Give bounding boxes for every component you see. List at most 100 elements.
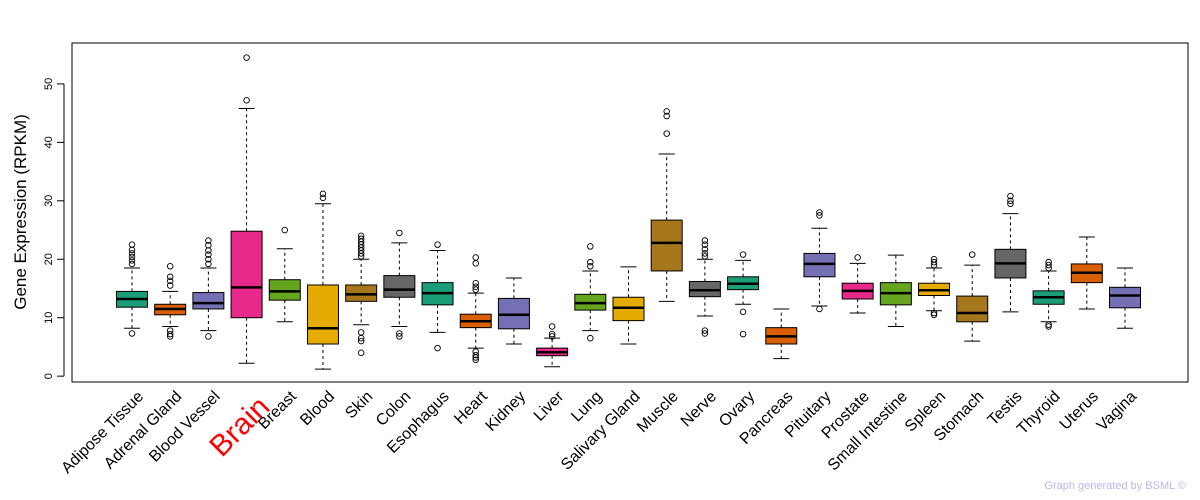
outlier-point	[205, 237, 212, 244]
box-nerve	[688, 237, 721, 337]
outlier-point	[587, 334, 594, 342]
x-tick-label-uterus: Uterus	[1057, 388, 1102, 433]
box-blood	[306, 190, 339, 370]
outlier-point	[357, 329, 365, 336]
outlier-point	[816, 209, 823, 216]
box-esophagus	[421, 241, 454, 352]
outlier-point	[281, 226, 289, 234]
outlier-point	[739, 308, 747, 316]
outlier-point	[472, 348, 479, 355]
y-axis: 0 10 20 30 40 50	[43, 78, 65, 379]
box-skin	[345, 232, 378, 357]
y-tick-label: 30	[43, 195, 55, 207]
box-pituitary	[803, 209, 836, 313]
box-lung	[574, 243, 607, 342]
box-adrenal-gland	[154, 263, 187, 340]
outlier-point	[548, 330, 556, 338]
outlier-point	[472, 351, 479, 359]
outlier-point	[739, 330, 747, 338]
outlier-point	[739, 251, 747, 258]
outlier-point	[816, 305, 823, 313]
iqr-box	[230, 230, 263, 319]
outlier-point	[166, 330, 174, 338]
outlier-point	[1045, 321, 1052, 328]
iqr-box	[306, 284, 339, 345]
outlier-point	[1045, 261, 1052, 269]
x-tick-label-blood: Blood	[297, 388, 338, 429]
outlier-point	[548, 323, 556, 330]
outlier-point	[128, 330, 136, 337]
outlier-point	[205, 251, 212, 258]
box-salivary-gland	[612, 266, 645, 345]
outlier-point	[663, 130, 670, 137]
outlier-point	[166, 327, 174, 334]
boxes-group	[116, 54, 1141, 370]
y-axis-label: Gene Expression (RPKM)	[11, 114, 30, 310]
outlier-point	[319, 190, 327, 198]
outlier-point	[243, 97, 250, 104]
outlier-point	[816, 212, 823, 219]
outlier-point	[587, 243, 594, 250]
y-tick-label: 0	[43, 373, 55, 379]
outlier-point	[205, 241, 212, 249]
outlier-point	[930, 309, 938, 317]
outlier-point	[128, 246, 136, 254]
y-tick-label: 20	[43, 253, 55, 265]
iqr-box	[956, 295, 989, 323]
outlier-point	[1045, 323, 1052, 330]
iqr-box	[383, 275, 416, 298]
outlier-point	[663, 112, 670, 120]
box-spleen	[918, 256, 951, 319]
outlier-point	[854, 254, 861, 261]
x-tick-label-vagina: Vagina	[1094, 388, 1140, 434]
outlier-point	[587, 263, 594, 270]
outlier-point	[548, 333, 556, 340]
box-blood-vessel	[192, 237, 225, 340]
iqr-box	[268, 279, 301, 301]
box-uterus	[1070, 236, 1103, 310]
outlier-point	[701, 237, 709, 244]
outlier-point	[166, 282, 174, 289]
outlier-point	[128, 250, 136, 257]
x-tick-label-muscle: Muscle	[634, 388, 682, 436]
box-adipose-tissue	[116, 241, 148, 337]
outlier-point	[701, 253, 709, 260]
outlier-point	[357, 349, 365, 357]
outlier-point	[968, 251, 976, 258]
iqr-box	[650, 219, 683, 272]
outlier-point	[205, 260, 212, 268]
plot-frame	[71, 42, 1189, 383]
box-liver	[536, 323, 569, 368]
outlier-point	[166, 263, 174, 270]
outlier-point	[396, 333, 403, 340]
outlier-point	[357, 235, 365, 243]
box-heart	[459, 254, 492, 364]
outlier-point	[587, 258, 594, 266]
outlier-point	[434, 241, 441, 248]
outlier-point	[472, 286, 479, 293]
outlier-point	[701, 330, 709, 337]
box-pancreas	[765, 308, 798, 360]
outlier-point	[319, 194, 327, 202]
outlier-point	[1007, 197, 1014, 205]
outlier-point	[357, 337, 365, 345]
outlier-point	[701, 250, 709, 257]
outlier-point	[396, 330, 403, 337]
x-tick-label-liver: Liver	[531, 388, 568, 425]
outlier-point	[1045, 258, 1052, 266]
outlier-point	[128, 260, 136, 268]
outlier-point	[205, 333, 212, 340]
outlier-point	[166, 273, 174, 281]
outlier-point	[128, 253, 136, 261]
outlier-point	[472, 260, 479, 267]
box-prostate	[841, 254, 874, 314]
outlier-point	[128, 257, 136, 264]
y-tick-label: 40	[43, 136, 55, 148]
y-tick-label: 10	[43, 312, 55, 324]
outlier-point	[663, 108, 670, 115]
outlier-point	[472, 283, 479, 290]
outlier-point	[205, 247, 212, 254]
outlier-point	[434, 344, 441, 352]
